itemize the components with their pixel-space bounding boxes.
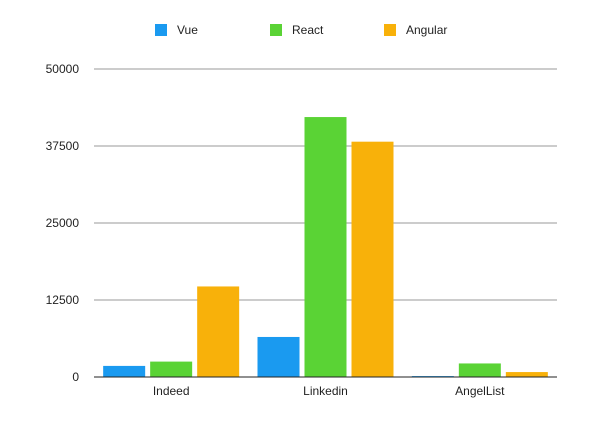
bar-angellist-angular (505, 372, 548, 377)
y-tick-label-25000: 25000 (46, 216, 80, 230)
legend-label-vue: Vue (177, 23, 198, 37)
y-tick-label-50000: 50000 (46, 62, 80, 76)
legend-swatch-react (270, 24, 282, 36)
y-tick-label-12500: 12500 (46, 293, 80, 307)
bars (103, 117, 548, 378)
x-tick-label-angellist: AngelList (455, 384, 505, 398)
legend-swatch-vue (155, 24, 167, 36)
y-axis: 0 12500 25000 37500 50000 (46, 62, 80, 384)
x-axis: Indeed Linkedin AngelList (153, 384, 505, 398)
bar-indeed-vue (103, 365, 146, 377)
bar-linkedin-react (304, 117, 347, 377)
bar-indeed-angular (197, 286, 240, 377)
bar-linkedin-angular (351, 141, 394, 377)
bar-angellist-react (458, 363, 501, 377)
legend-label-angular: Angular (406, 23, 447, 37)
legend: Vue React Angular (155, 23, 447, 37)
y-tick-label-37500: 37500 (46, 139, 80, 153)
bar-linkedin-vue (257, 336, 300, 377)
y-tick-label-0: 0 (72, 370, 79, 384)
legend-swatch-angular (384, 24, 396, 36)
x-tick-label-linkedin: Linkedin (303, 384, 348, 398)
legend-label-react: React (292, 23, 324, 37)
bar-indeed-react (150, 361, 193, 377)
x-tick-label-indeed: Indeed (153, 384, 190, 398)
